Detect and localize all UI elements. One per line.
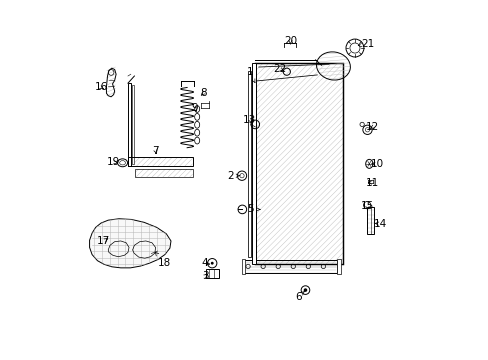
Polygon shape [89, 219, 171, 268]
Text: 22: 22 [272, 64, 285, 74]
Text: 7: 7 [152, 145, 159, 156]
Text: 9: 9 [191, 103, 197, 113]
Circle shape [210, 262, 213, 265]
Text: 15: 15 [360, 201, 373, 211]
Circle shape [303, 288, 306, 292]
Text: 16: 16 [94, 82, 107, 93]
Text: 8: 8 [200, 88, 206, 98]
Text: 3: 3 [202, 271, 208, 281]
Text: 19: 19 [107, 157, 120, 167]
Text: 5: 5 [247, 204, 260, 215]
Text: 18: 18 [155, 252, 171, 268]
FancyBboxPatch shape [131, 85, 133, 164]
FancyBboxPatch shape [251, 63, 255, 264]
Text: 10: 10 [370, 159, 383, 169]
Text: 12: 12 [366, 122, 379, 132]
FancyBboxPatch shape [247, 71, 250, 257]
Text: 13: 13 [243, 115, 256, 125]
Text: 11: 11 [366, 177, 379, 188]
Text: 17: 17 [97, 236, 110, 246]
FancyBboxPatch shape [241, 259, 244, 274]
Text: 21: 21 [358, 40, 374, 49]
Text: 14: 14 [373, 219, 386, 229]
Text: 20: 20 [283, 36, 296, 46]
Text: 6: 6 [294, 292, 304, 302]
Text: 4: 4 [202, 258, 209, 268]
Text: 2: 2 [227, 171, 239, 181]
Text: 1: 1 [246, 67, 255, 83]
FancyBboxPatch shape [336, 259, 340, 274]
FancyBboxPatch shape [128, 83, 131, 166]
